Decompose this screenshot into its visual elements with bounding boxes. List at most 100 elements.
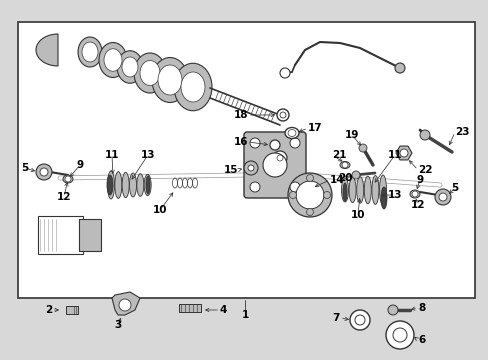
Bar [18,22,474,298]
Ellipse shape [285,127,298,139]
Circle shape [280,68,289,78]
Ellipse shape [134,53,165,93]
Bar [66,306,78,314]
Text: 8: 8 [417,303,425,313]
Ellipse shape [342,183,346,201]
Bar [38,216,82,254]
Circle shape [394,63,404,73]
Circle shape [399,149,407,157]
Ellipse shape [158,65,182,95]
Circle shape [387,305,397,315]
Circle shape [419,130,429,140]
Text: 6: 6 [417,335,425,345]
Circle shape [272,151,286,165]
Ellipse shape [115,172,122,198]
Ellipse shape [341,178,348,202]
Ellipse shape [99,42,127,77]
Text: 5: 5 [21,163,29,173]
Circle shape [40,168,48,176]
Ellipse shape [174,63,212,111]
Ellipse shape [146,176,150,194]
Circle shape [280,112,285,118]
Circle shape [392,328,406,342]
Circle shape [411,191,417,197]
Ellipse shape [122,172,129,198]
Text: 18: 18 [233,110,247,120]
Text: 3: 3 [114,320,122,330]
Circle shape [341,162,347,168]
Circle shape [289,138,299,148]
Ellipse shape [137,174,143,196]
Circle shape [119,299,131,311]
Text: 16: 16 [233,137,247,147]
Circle shape [323,192,330,198]
Ellipse shape [409,190,419,198]
Circle shape [287,173,331,217]
Circle shape [65,176,71,182]
Circle shape [276,155,283,161]
Text: 4: 4 [220,305,227,315]
Circle shape [269,140,280,150]
Circle shape [249,138,260,148]
Circle shape [295,181,324,209]
Ellipse shape [364,176,370,204]
Circle shape [438,193,446,201]
Ellipse shape [181,72,204,102]
Text: 10: 10 [152,205,167,215]
Text: 12: 12 [57,192,71,202]
Circle shape [249,182,260,192]
Ellipse shape [287,130,295,136]
Text: 5: 5 [450,183,458,193]
Text: 2: 2 [45,305,52,315]
Ellipse shape [117,51,142,83]
Ellipse shape [122,57,138,77]
Circle shape [434,189,450,205]
Circle shape [244,161,258,175]
Text: 7: 7 [332,313,339,323]
Circle shape [351,171,359,179]
Ellipse shape [356,177,363,203]
Polygon shape [112,292,140,315]
Ellipse shape [129,173,136,197]
Text: 11: 11 [104,150,119,160]
Ellipse shape [78,37,102,67]
Text: 13: 13 [141,150,155,160]
Ellipse shape [144,174,151,196]
Ellipse shape [107,171,114,199]
Circle shape [349,310,369,330]
Ellipse shape [82,42,98,62]
Circle shape [354,315,364,325]
Circle shape [289,182,299,192]
Text: 12: 12 [410,200,425,210]
Text: 9: 9 [416,175,423,185]
Text: 22: 22 [417,165,431,175]
Text: 15: 15 [223,165,238,175]
Circle shape [247,165,253,171]
Text: 11: 11 [387,150,402,160]
Circle shape [306,208,313,216]
Circle shape [306,175,313,181]
Text: 20: 20 [337,173,352,183]
Ellipse shape [63,175,73,183]
Circle shape [358,144,366,152]
Ellipse shape [107,175,113,195]
Ellipse shape [104,49,122,71]
Text: 10: 10 [350,210,365,220]
Ellipse shape [348,177,355,203]
Bar [179,304,201,312]
Text: 13: 13 [387,190,402,200]
Text: 23: 23 [454,127,468,137]
Ellipse shape [371,176,378,204]
Circle shape [385,321,413,349]
Text: 21: 21 [331,150,346,160]
Circle shape [263,153,286,177]
Circle shape [276,109,288,121]
Circle shape [289,192,296,198]
Bar [79,219,101,251]
Ellipse shape [379,175,386,205]
Text: 9: 9 [76,160,83,170]
Text: 19: 19 [344,130,359,140]
Polygon shape [395,146,411,160]
Ellipse shape [140,60,160,85]
Text: 1: 1 [241,310,248,320]
